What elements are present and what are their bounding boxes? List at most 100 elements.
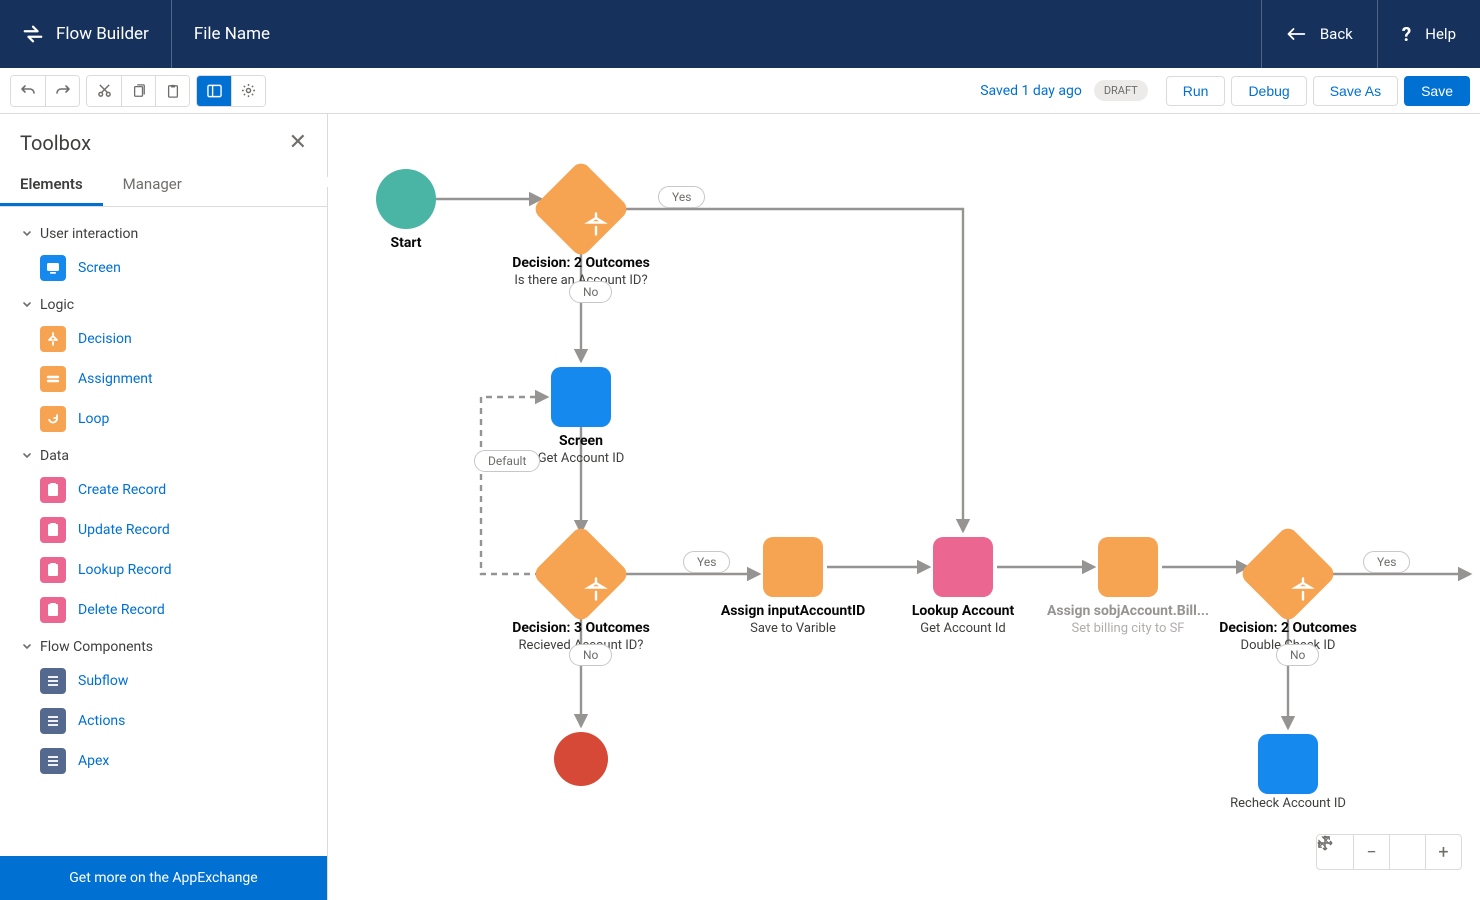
toolbox-item[interactable]: Actions (0, 701, 327, 741)
toolbox-header: Toolbox ✕ (0, 114, 327, 165)
back-arrow-icon (1286, 26, 1306, 42)
fit-button[interactable] (1389, 835, 1425, 869)
zoom-in-button[interactable]: + (1425, 835, 1461, 869)
edge-label-no1: No (569, 281, 612, 303)
zoom-controls: − + (1316, 834, 1462, 870)
debug-button[interactable]: Debug (1231, 76, 1306, 106)
toolbox-item[interactable]: Delete Record (0, 590, 327, 630)
save-button[interactable]: Save (1404, 76, 1470, 106)
save-as-button[interactable]: Save As (1313, 76, 1398, 106)
settings-button[interactable] (231, 76, 265, 106)
toolbox-item-label: Lookup Record (78, 562, 172, 578)
screen-icon (491, 367, 521, 397)
edge-label-yes3: Yes (1363, 551, 1410, 573)
toolbox-close-button[interactable]: ✕ (289, 130, 307, 155)
node-sublabel: Save to Varible (703, 621, 883, 636)
category-label: Logic (40, 297, 74, 313)
redo-icon (55, 83, 71, 99)
copy-button[interactable] (121, 76, 155, 106)
flow-node-assign1[interactable]: Assign inputAccountID Save to Varible (703, 537, 883, 636)
draft-badge: DRAFT (1094, 80, 1148, 101)
signpost-icon (1288, 574, 1318, 604)
loop-icon (40, 406, 66, 432)
save-status: Saved 1 day ago (980, 83, 1082, 99)
paste-button[interactable] (155, 76, 189, 106)
edge-label-yes2: Yes (683, 551, 730, 573)
help-button[interactable]: ? Help (1377, 0, 1480, 68)
cut-icon (97, 83, 112, 98)
edge-label-yes1: Yes (658, 186, 705, 208)
chevron-down-icon (22, 229, 32, 239)
toolbox-footer-link[interactable]: Get more on the AppExchange (0, 856, 327, 900)
play-icon (316, 169, 342, 195)
flow-canvas[interactable]: StartDecision: 2 OutcomesIs there an Acc… (328, 114, 1480, 900)
toolbox-item[interactable]: Apex (0, 741, 327, 781)
toolbox-item[interactable]: Lookup Record (0, 550, 327, 590)
toolbox-item[interactable]: Loop (0, 399, 327, 439)
node-label: Assign inputAccountID (703, 603, 883, 619)
undo-icon (20, 83, 36, 99)
data-icon (40, 477, 66, 503)
search-icon (873, 537, 903, 567)
toolbox-item-label: Apex (78, 753, 109, 769)
toolbox-category[interactable]: Data (0, 439, 327, 470)
assignment-icon (40, 366, 66, 392)
back-button[interactable]: Back (1261, 0, 1377, 68)
undo-button[interactable] (11, 76, 45, 106)
toolbox-item-label: Update Record (78, 522, 170, 538)
toolbox-category[interactable]: Flow Components (0, 630, 327, 661)
flow-node-start[interactable]: Start (316, 169, 496, 251)
zoom-out-button[interactable]: − (1353, 835, 1389, 869)
data-icon (40, 597, 66, 623)
flow-node-decision1[interactable]: Decision: 2 OutcomesIs there an Account … (491, 169, 671, 288)
node-label: Screen (491, 433, 671, 449)
edge-label-no2: No (569, 644, 612, 666)
paste-icon (166, 84, 180, 98)
flow-icon (40, 748, 66, 774)
toolbox-item[interactable]: Create Record (0, 470, 327, 510)
run-button[interactable]: Run (1166, 76, 1226, 106)
edge-label-no3: No (1276, 644, 1319, 666)
toolbox-category[interactable]: Logic (0, 288, 327, 319)
node-sublabel: Set billing city to SF (1038, 621, 1218, 636)
chevron-down-icon (22, 451, 32, 461)
tab-elements[interactable]: Elements (0, 165, 103, 206)
toolbox-item[interactable]: Update Record (0, 510, 327, 550)
help-icon: ? (1402, 23, 1411, 46)
toolbox-item[interactable]: Assignment (0, 359, 327, 399)
stop-icon (491, 732, 511, 752)
toolbox-item-label: Create Record (78, 482, 166, 498)
toolbox-item-label: Delete Record (78, 602, 165, 618)
equals-icon (1038, 537, 1066, 557)
cut-button[interactable] (87, 76, 121, 106)
flow-node-end[interactable] (491, 732, 671, 786)
node-label: Start (316, 235, 496, 251)
toolbox-category[interactable]: User interaction (0, 217, 327, 248)
toolbox-item-label: Subflow (78, 673, 128, 689)
tab-manager[interactable]: Manager (103, 165, 202, 206)
node-label: Assign sobjAccount.Bill... (1038, 603, 1218, 619)
toolbox-item-label: Screen (78, 260, 121, 276)
gear-icon (241, 83, 256, 98)
chevron-down-icon (22, 642, 32, 652)
flow-node-assign2[interactable]: Assign sobjAccount.Bill... Set billing ci… (1038, 537, 1218, 636)
node-label: Decision: 3 Outcomes (491, 620, 671, 636)
flow-node-lookup[interactable]: Lookup AccountGet Account Id (873, 537, 1053, 636)
flow-node-decision2[interactable]: Decision: 3 OutcomesRecieved Account ID? (491, 534, 671, 653)
toolbox-item[interactable]: Screen (0, 248, 327, 288)
help-label: Help (1425, 25, 1456, 43)
data-icon (40, 517, 66, 543)
node-label: Decision: 2 Outcomes (1198, 620, 1378, 636)
redo-button[interactable] (45, 76, 79, 106)
toolbox-item[interactable]: Decision (0, 319, 327, 359)
toolbox-item[interactable]: Subflow (0, 661, 327, 701)
data-icon (40, 557, 66, 583)
undo-redo-group (10, 75, 80, 107)
category-label: Data (40, 448, 69, 464)
toolbox-item-label: Assignment (78, 371, 153, 387)
screen-icon (1198, 734, 1228, 764)
flow-node-decision3[interactable]: Decision: 2 OutcomesDouble Check ID (1198, 534, 1378, 653)
edge-label-default: Default (474, 450, 540, 472)
panel-toggle-button[interactable] (197, 76, 231, 106)
flow-node-screen2[interactable]: Recheck Account ID (1198, 734, 1378, 811)
